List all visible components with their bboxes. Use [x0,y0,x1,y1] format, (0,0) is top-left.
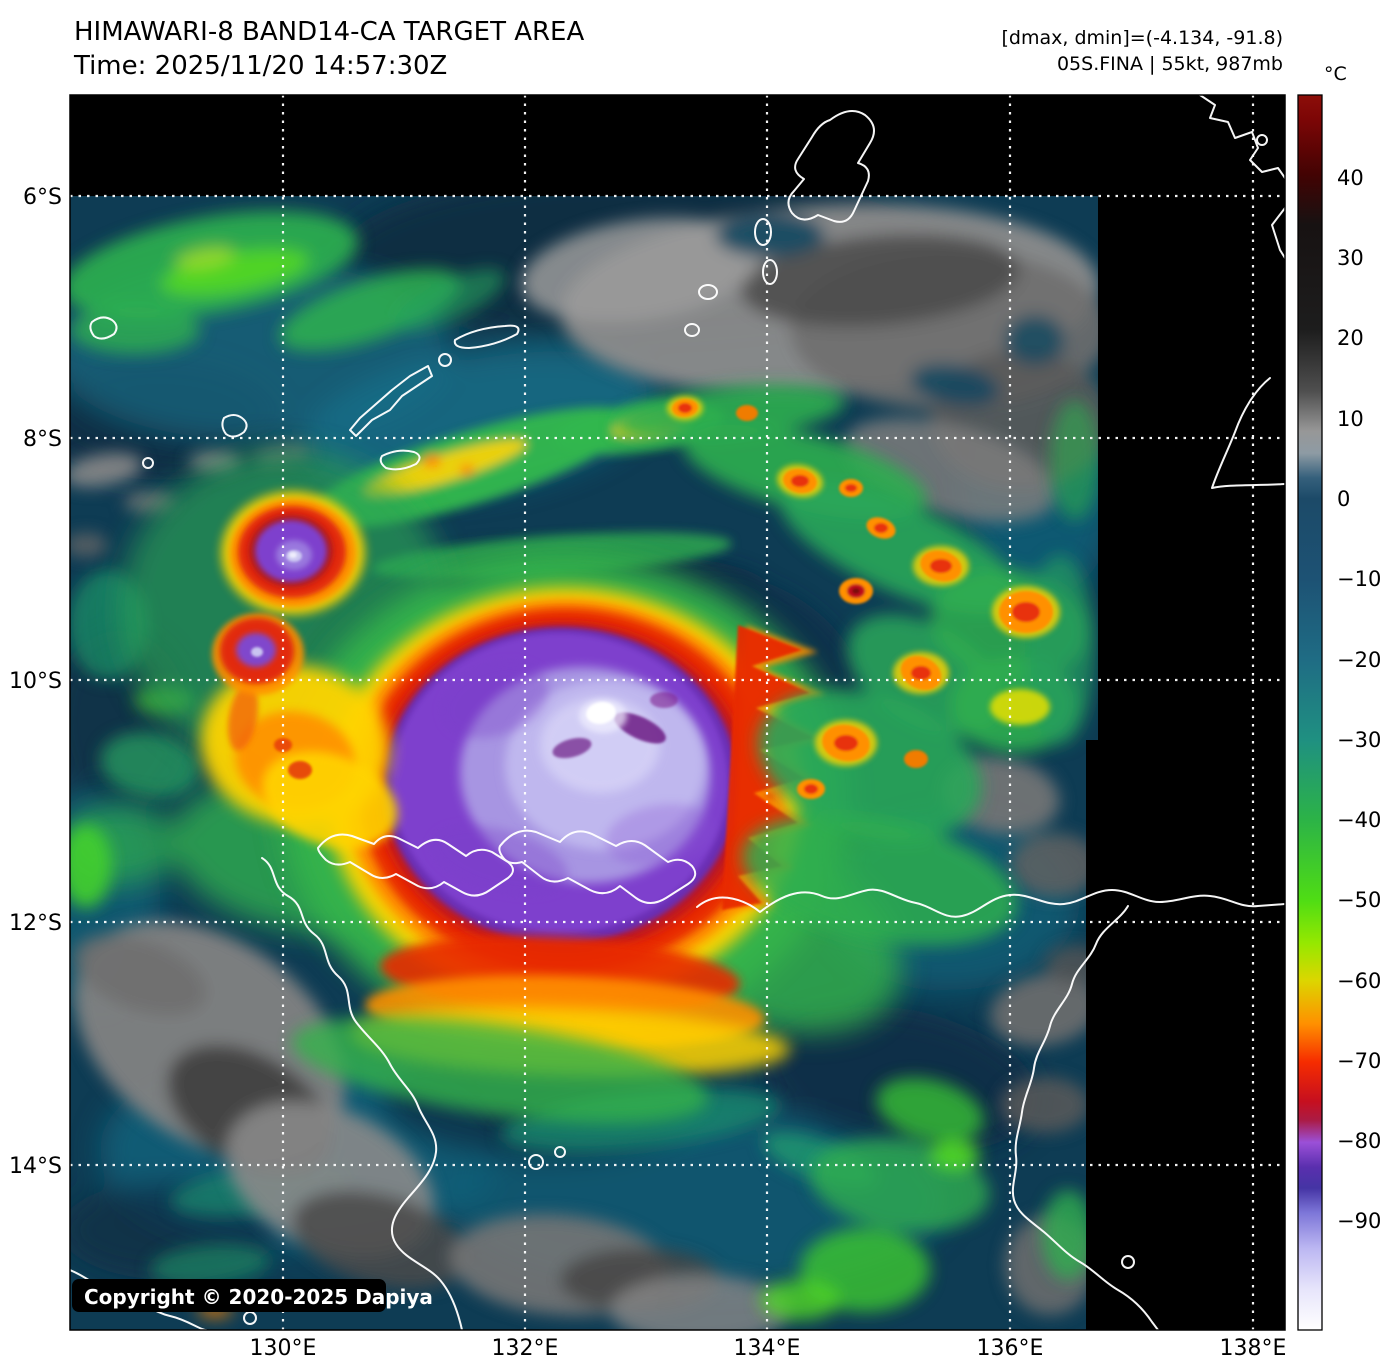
lon-label: 130°E [250,1336,317,1359]
colorbar-tick: −30 [1337,728,1381,752]
colorbar-tick: 10 [1337,407,1364,431]
storm-annotation: 05S.FINA | 55kt, 987mb [1057,53,1283,75]
lat-label: 10°S [9,669,62,694]
colorbar-tick: −70 [1337,1049,1381,1073]
spiral-bands [615,384,1098,946]
colorbar-tick: −80 [1337,1129,1381,1153]
colorbar-unit-label: °C [1324,63,1347,85]
lat-axis: 6°S 8°S 10°S 12°S 14°S [9,185,62,1179]
cyclone [280,555,902,1124]
lat-label: 8°S [23,427,62,452]
colorbar-gradient [1297,94,1323,1331]
colorbar-tick: −50 [1337,888,1381,912]
colorbar-tick: −20 [1337,648,1381,672]
colorbar-tick: −10 [1337,567,1381,591]
graticule [70,95,1285,1330]
colorbar-tick: −90 [1337,1209,1381,1233]
colorbar-tick: −60 [1337,969,1381,993]
mini-storm-1 [221,491,365,615]
header: HIMAWARI-8 BAND14-CA TARGET AREA Time: 2… [73,17,1283,81]
lat-label: 12°S [9,911,62,936]
colorbar: °C 40 30 20 10 0 −10 −20 −30 −40 −50 −60… [1297,63,1381,1331]
lat-label: 6°S [23,185,62,210]
figure-title: HIMAWARI-8 BAND14-CA TARGET AREA [74,17,584,47]
map-panel: Copyright © 2020-2025 Dapiya [70,95,1285,1330]
lat-label: 14°S [9,1154,62,1179]
copyright-badge: Copyright © 2020-2025 Dapiya [72,1279,433,1312]
colorbar-tick-labels: 40 30 20 10 0 −10 −20 −30 −40 −50 −60 −7… [1337,166,1381,1233]
colorbar-tick: 20 [1337,326,1364,350]
lon-axis: 130°E 132°E 134°E 136°E 138°E [250,1336,1287,1359]
lon-label: 134°E [734,1336,801,1359]
figure-time: Time: 2025/11/20 14:57:30Z [73,51,447,81]
colorbar-tick: 30 [1337,246,1364,270]
copyright-text: Copyright © 2020-2025 Dapiya [84,1285,433,1309]
colorbar-tick: 40 [1337,166,1364,190]
colorbar-tick: −40 [1337,808,1381,832]
mini-storm-2 [200,613,398,849]
satellite-imagery [70,196,1098,1330]
lon-label: 132°E [492,1336,559,1359]
map-frame [69,94,1286,1331]
lon-label: 136°E [977,1336,1044,1359]
lon-label: 138°E [1220,1336,1287,1359]
colorbar-tick: 0 [1337,487,1350,511]
stats-annotation: [dmax, dmin]=(-4.134, -91.8) [1002,27,1283,49]
